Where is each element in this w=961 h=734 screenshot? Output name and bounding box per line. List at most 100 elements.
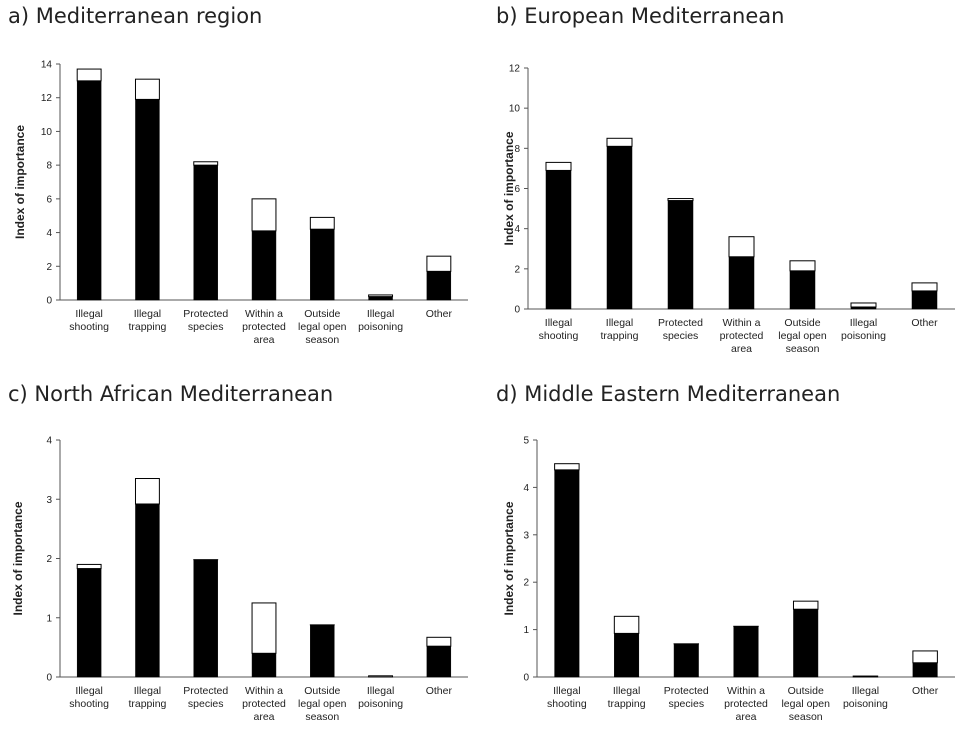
bar-other-extra [426,636,452,647]
bar-outside-legal-open-season-extra [789,260,816,272]
bar-illegal-poisoning-extra [850,302,877,308]
bar-within-a-protected-area-main [728,256,755,310]
x-tick-label: Within a [723,317,761,329]
x-tick-label: Other [911,317,938,329]
y-tick-label: 4 [514,224,520,235]
bar-other-extra [426,255,452,272]
bar-illegal-trapping-main [135,503,160,678]
panel-c-title: c) North African Mediterranean [8,382,334,406]
x-tick-label: Outside [304,308,340,320]
x-tick-label: Illegal [75,308,102,320]
bar-outside-legal-open-season-main [310,228,335,301]
x-tick-label: species [663,330,699,342]
x-tick-label: Illegal [75,685,102,697]
y-tick-label: 0 [523,673,529,684]
x-tick-label: shooting [547,698,587,710]
x-tick-label: poisoning [843,698,888,710]
y-tick-label: 10 [41,127,53,138]
y-tick-label: 0 [46,673,52,684]
bar-illegal-trapping-extra [613,615,640,634]
panel-d-title: d) Middle Eastern Mediterranean [496,382,841,406]
bar-other-main [912,662,938,678]
y-axis-label: Index of importance [13,125,27,239]
bar-other-extra [911,282,938,292]
y-tick-label: 10 [509,104,521,115]
bar-illegal-shooting-extra [76,68,102,82]
y-axis-label: Index of importance [502,501,516,615]
bar-illegal-trapping-main [606,146,633,310]
x-tick-label: shooting [69,321,109,333]
y-tick-label: 3 [46,495,52,506]
x-tick-label: Protected [658,317,703,329]
bar-illegal-poisoning-extra [368,675,394,678]
x-tick-label: Other [426,308,453,320]
bar-illegal-poisoning-main [368,296,393,301]
bar-protected-species-main [667,200,694,310]
x-tick-label: Illegal [367,685,394,697]
bar-outside-legal-open-season-main [793,608,819,678]
x-tick-label: protected [242,698,286,710]
y-tick-label: 2 [514,264,520,275]
x-tick-label: poisoning [358,321,403,333]
y-tick-label: 12 [509,64,521,75]
x-tick-label: species [188,321,224,333]
bar-illegal-trapping-extra [134,78,160,100]
x-tick-label: season [305,334,339,346]
x-tick-label: protected [720,330,764,342]
x-tick-label: Protected [183,685,228,697]
bar-outside-legal-open-season-extra [309,216,335,230]
y-tick-label: 2 [46,554,52,565]
x-tick-label: Protected [183,308,228,320]
bar-within-a-protected-area-main [251,230,277,301]
bar-protected-species-extra [193,161,219,166]
bar-other-main [426,271,452,301]
bar-within-a-protected-area-extra [251,602,277,654]
x-tick-label: species [668,698,704,710]
x-tick-label: poisoning [358,698,403,710]
bar-other-main [426,645,452,678]
bar-illegal-poisoning-extra [368,294,394,298]
x-tick-label: trapping [128,321,166,333]
bar-illegal-shooting-main [545,170,572,310]
bar-within-a-protected-area-main [251,653,277,678]
x-tick-label: Illegal [134,308,161,320]
x-tick-label: Illegal [850,317,877,329]
bar-illegal-shooting-main [76,568,102,678]
x-tick-label: trapping [601,330,639,342]
y-tick-label: 1 [523,625,529,636]
x-tick-label: Outside [788,685,824,697]
x-tick-label: Illegal [613,685,640,697]
x-tick-label: season [305,711,339,723]
x-tick-label: trapping [608,698,646,710]
bar-outside-legal-open-season-extra [792,600,819,610]
x-tick-label: Illegal [553,685,580,697]
x-tick-label: Within a [245,308,283,320]
bar-illegal-shooting-extra [554,463,580,471]
x-tick-label: season [789,711,823,723]
y-tick-label: 2 [46,262,52,273]
y-tick-label: 5 [523,436,529,447]
x-tick-label: trapping [128,698,166,710]
x-tick-label: protected [242,321,286,333]
x-tick-label: poisoning [841,330,886,342]
panel-b-title: b) European Mediterranean [496,4,785,28]
x-tick-label: Illegal [367,308,394,320]
bar-illegal-shooting-extra [545,161,572,171]
x-tick-label: area [253,334,274,346]
bar-illegal-shooting-main [554,469,580,678]
y-axis-label: Index of importance [11,501,25,615]
x-tick-label: Other [426,685,453,697]
y-tick-label: 0 [46,296,52,307]
bar-other-extra [912,650,938,664]
x-tick-label: Illegal [545,317,572,329]
y-tick-label: 8 [514,144,520,155]
x-tick-label: area [731,343,752,355]
x-tick-label: shooting [69,698,109,710]
x-tick-label: area [253,711,274,723]
x-tick-label: legal open [781,698,830,710]
x-tick-label: season [786,343,820,355]
bar-outside-legal-open-season-main [310,624,335,678]
x-tick-label: shooting [539,330,579,342]
y-tick-label: 6 [46,194,52,205]
